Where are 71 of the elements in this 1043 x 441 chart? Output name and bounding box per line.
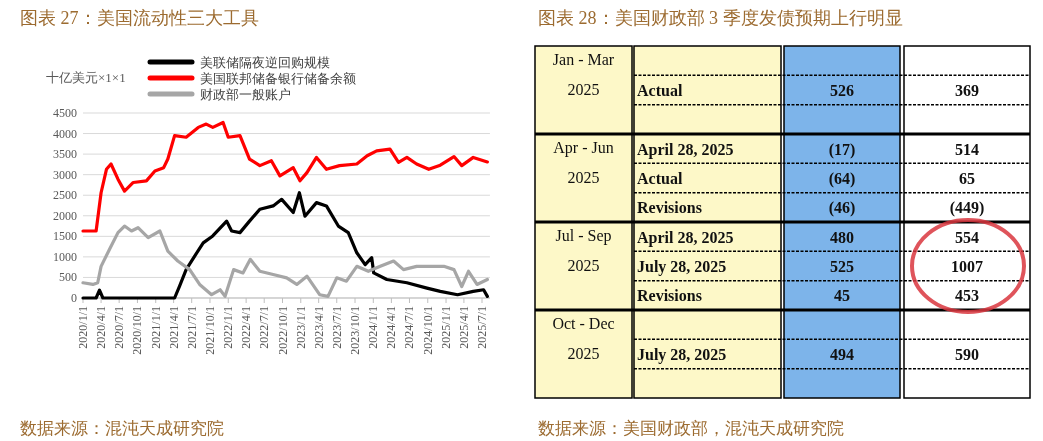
data-label: 65 [959, 170, 975, 187]
data-label: (17) [828, 140, 856, 159]
y-tick-label: 2500 [53, 188, 77, 203]
y-tick-label: 4500 [53, 106, 77, 120]
legend-label: 财政部一般账户 [200, 86, 291, 102]
category-label: Jul - Sep 2025 [555, 227, 612, 274]
category-label: Oct - Dec 2025 [552, 315, 615, 362]
category-label: July 28, 2025 [637, 346, 727, 364]
y-tick-label: 1500 [53, 229, 77, 244]
x-tick-label: 2021/10/1 [202, 306, 217, 355]
x-tick-label: 2023/10/1 [348, 306, 363, 355]
x-tick-label: 2020/7/1 [112, 306, 127, 349]
x-tick-label: 2024/4/1 [384, 306, 399, 349]
line-series [81, 120, 489, 233]
source-note: 数据来源：美国财政部，混沌天成研究院 [538, 419, 844, 438]
data-label: 45 [834, 287, 850, 305]
data-label: 514 [955, 140, 979, 158]
x-tick-label: 2022/1/1 [221, 306, 236, 349]
x-tick-label: 2024/1/1 [366, 306, 381, 349]
category-label: Apr - Jun 2025 [553, 139, 614, 186]
x-tick-label: 2021/4/1 [166, 306, 181, 349]
y-tick-label: 2000 [53, 208, 77, 223]
category-label: Actual [637, 170, 683, 187]
data-label: (64) [828, 170, 856, 188]
y-tick-label: 4000 [53, 126, 77, 141]
data-label: 453 [955, 287, 979, 305]
x-tick-label: 2021/7/1 [184, 306, 199, 349]
category-label: July 28, 2025 [637, 258, 727, 276]
x-tick-label: 2024/7/1 [402, 306, 417, 349]
category-label: Jan - Mar 2025 [552, 51, 615, 98]
y-axis-title: 十亿美元×1×1 [46, 70, 126, 85]
data-label: 526 [830, 82, 854, 99]
x-tick-label: 2024/10/1 [420, 306, 435, 355]
category-label: Revisions [637, 199, 702, 217]
x-tick-label: 2020/1/1 [76, 306, 90, 349]
y-tick-label: 1000 [53, 249, 77, 264]
x-tick-label: 2025/4/1 [456, 306, 471, 349]
x-tick-label: 2021/1/1 [148, 306, 163, 349]
y-tick-label: 3000 [53, 167, 77, 182]
legend-label: 美联储隔夜逆回购规模 [200, 54, 330, 70]
x-tick-label: 2025/1/1 [439, 306, 454, 349]
y-tick-label: 500 [59, 270, 77, 285]
text: 图表 28：美国财政部 3 季度发债预期上行明显 [538, 8, 903, 28]
y-tick-label: 3500 [53, 147, 77, 162]
x-tick-label: 2023/4/1 [311, 306, 326, 349]
x-tick-label: 2025/7/1 [475, 306, 489, 349]
x-tick-label: 2022/4/1 [239, 306, 254, 349]
category-label: Actual [637, 82, 683, 99]
x-tick-label: 2023/7/1 [329, 306, 344, 349]
x-tick-label: 2023/1/1 [293, 306, 308, 349]
data-label: 525 [830, 258, 854, 275]
x-tick-label: 2022/10/1 [275, 306, 290, 355]
x-tick-label: 2022/7/1 [257, 306, 272, 349]
data-label: 590 [955, 346, 979, 363]
source-note: 数据来源：混沌天成研究院 [20, 419, 224, 438]
data-label: 1007 [951, 258, 983, 275]
y-tick-label: 0 [71, 291, 77, 305]
category-label: April 28, 2025 [637, 228, 734, 247]
data-label: (46) [828, 199, 856, 218]
data-label: 480 [830, 228, 854, 246]
line-series [81, 191, 489, 300]
data-label: 494 [830, 346, 854, 363]
category-label: Revisions [637, 287, 702, 305]
legend-label: 美国联邦储备银行储备余额 [200, 70, 356, 86]
category-label: April 28, 2025 [637, 140, 734, 159]
x-tick-label: 2020/10/1 [130, 306, 145, 355]
data-label: 554 [955, 228, 979, 246]
data-label: 369 [955, 82, 979, 99]
x-tick-label: 2020/4/1 [94, 306, 109, 349]
chart-title: 图表 27：美国流动性三大工具 [20, 8, 259, 28]
data-label: (449) [949, 199, 985, 218]
